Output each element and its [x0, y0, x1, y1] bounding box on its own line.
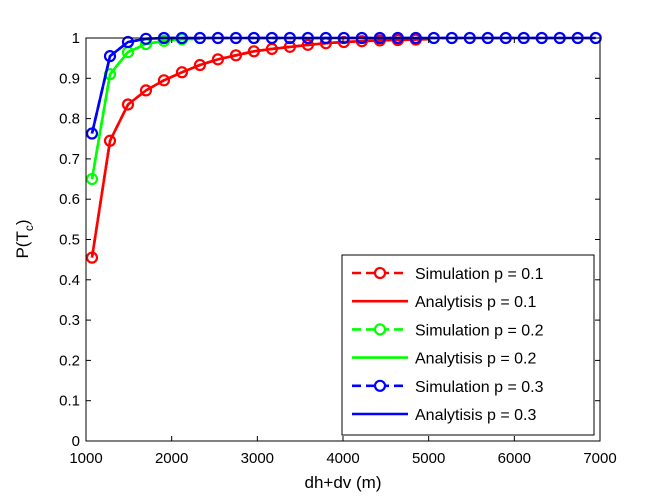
data-point — [121, 98, 135, 111]
y-axis: 0 0.1 0.2 0.3 0.4 0.5 0.6 0.7 0.8 0.9 1 — [59, 30, 600, 450]
data-point — [283, 40, 296, 53]
legend-entry: Analytisis p = 0.3 — [352, 407, 537, 424]
x-tick-label: 1000 — [69, 450, 102, 467]
data-point — [247, 45, 261, 58]
x-axis-label: dh+dv (m) — [305, 473, 382, 492]
x-tick-label: 6000 — [498, 450, 531, 467]
legend: Simulation p = 0.1 Analytisis p = 0.1 Simu… — [341, 254, 595, 436]
data-point — [175, 66, 189, 79]
y-tick-label: 0.6 — [59, 191, 80, 208]
data-point — [229, 49, 243, 62]
series-simulation-p-0-2 — [85, 33, 189, 186]
legend-label: Simulation p = 0.3 — [415, 379, 544, 396]
data-point — [301, 38, 314, 51]
legend-marker — [373, 323, 387, 336]
data-point — [103, 50, 117, 63]
data-point — [103, 134, 117, 147]
y-tick-label: 0.3 — [59, 312, 80, 329]
data-point — [193, 58, 207, 72]
y-tick-label: 1 — [72, 30, 80, 47]
y-tick-label: 0.1 — [59, 393, 80, 410]
legend-label: Simulation p = 0.2 — [415, 322, 544, 339]
legend-marker — [373, 379, 387, 392]
x-tick-label: 3000 — [241, 450, 274, 467]
y-axis-label-main: P(T — [13, 231, 32, 258]
x-tick-label: 7000 — [583, 450, 616, 467]
legend-label: Analytisis p = 0.2 — [415, 351, 537, 368]
legend-label: Analytisis p = 0.1 — [415, 294, 537, 311]
series-line — [90, 37, 183, 180]
x-tick-label: 2000 — [155, 450, 188, 467]
y-tick-label: 0.4 — [59, 272, 80, 289]
x-axis: 1000 2000 3000 4000 5000 6000 7000 — [69, 38, 617, 467]
y-tick-label: 0.8 — [59, 111, 80, 128]
data-point — [157, 74, 171, 87]
legend-entry: Simulation p = 0.1 — [352, 266, 544, 283]
legend-label: Simulation p = 0.1 — [415, 266, 544, 283]
legend-entry: Analytisis p = 0.2 — [352, 351, 537, 368]
y-tick-label: 0 — [72, 433, 80, 450]
data-point — [85, 172, 99, 186]
data-point — [211, 53, 225, 66]
data-point — [121, 35, 135, 49]
data-point — [139, 32, 153, 45]
y-axis-label-sub: c — [22, 225, 36, 231]
y-tick-label: 0.7 — [59, 151, 80, 168]
legend-marker — [373, 266, 387, 280]
data-point — [85, 127, 99, 140]
legend-label: Analytisis p = 0.3 — [415, 407, 537, 424]
y-axis-label-close: ) — [13, 219, 32, 225]
legend-entry: Simulation p = 0.2 — [352, 322, 544, 339]
y-tick-label: 0.5 — [59, 232, 80, 249]
data-point — [85, 251, 99, 264]
x-tick-label: 5000 — [412, 450, 445, 467]
legend-entry: Analytisis p = 0.1 — [352, 294, 537, 311]
legend-box — [341, 254, 595, 436]
y-axis-label: P(Tc) — [13, 219, 36, 258]
data-point — [139, 84, 153, 97]
series-line — [90, 38, 416, 258]
x-tick-label: 4000 — [326, 450, 359, 467]
y-tick-label: 0.2 — [59, 352, 80, 369]
y-tick-label: 0.9 — [59, 70, 80, 87]
legend-entry: Simulation p = 0.3 — [352, 379, 544, 396]
